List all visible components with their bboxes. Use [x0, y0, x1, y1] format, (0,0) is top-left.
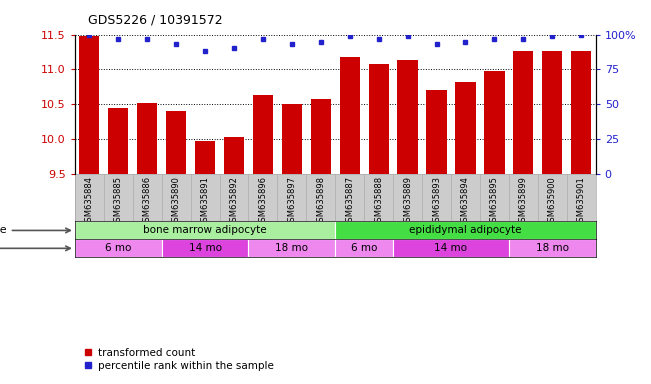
- Text: GSM635885: GSM635885: [114, 176, 123, 227]
- Bar: [398, 60, 418, 174]
- Text: GSM635890: GSM635890: [172, 176, 180, 227]
- Text: GSM635884: GSM635884: [85, 176, 94, 227]
- Bar: [79, 36, 100, 174]
- Text: GDS5226 / 10391572: GDS5226 / 10391572: [88, 14, 223, 27]
- Text: age: age: [0, 243, 70, 253]
- Bar: [108, 108, 128, 174]
- Text: 14 mo: 14 mo: [434, 243, 467, 253]
- Bar: [311, 99, 331, 174]
- Text: GSM635888: GSM635888: [374, 176, 383, 227]
- Text: GSM635893: GSM635893: [432, 176, 441, 227]
- Text: GSM635894: GSM635894: [461, 176, 470, 227]
- Bar: [513, 51, 533, 174]
- Bar: [75, 222, 335, 239]
- Bar: [571, 51, 591, 174]
- Bar: [455, 82, 476, 174]
- Bar: [340, 57, 360, 174]
- Bar: [368, 64, 389, 174]
- Text: GSM635889: GSM635889: [403, 176, 412, 227]
- Bar: [253, 95, 273, 174]
- Bar: [166, 111, 186, 174]
- Text: epididymal adipocyte: epididymal adipocyte: [409, 225, 521, 235]
- Text: GSM635886: GSM635886: [143, 176, 152, 227]
- Text: GSM635887: GSM635887: [345, 176, 354, 227]
- Bar: [509, 239, 596, 257]
- Text: cell type: cell type: [0, 225, 70, 235]
- Text: 18 mo: 18 mo: [275, 243, 309, 253]
- Bar: [282, 104, 302, 174]
- Text: 6 mo: 6 mo: [351, 243, 378, 253]
- Text: GSM635895: GSM635895: [490, 176, 499, 227]
- Text: 18 mo: 18 mo: [536, 243, 569, 253]
- Text: GSM635898: GSM635898: [316, 176, 326, 227]
- Bar: [426, 90, 447, 174]
- Legend: transformed count, percentile rank within the sample: transformed count, percentile rank withi…: [80, 344, 278, 375]
- Text: GSM635901: GSM635901: [577, 176, 586, 227]
- Bar: [393, 239, 509, 257]
- Bar: [137, 103, 158, 174]
- Text: 6 mo: 6 mo: [105, 243, 132, 253]
- Bar: [249, 239, 335, 257]
- Text: GSM635896: GSM635896: [258, 176, 268, 227]
- Text: GSM635899: GSM635899: [519, 176, 528, 227]
- Bar: [484, 71, 505, 174]
- Text: GSM635900: GSM635900: [547, 176, 557, 227]
- Bar: [161, 239, 249, 257]
- Bar: [542, 51, 562, 174]
- Text: GSM635891: GSM635891: [201, 176, 210, 227]
- Bar: [335, 239, 393, 257]
- Bar: [335, 222, 596, 239]
- Bar: [75, 239, 161, 257]
- Bar: [195, 141, 215, 174]
- Text: GSM635897: GSM635897: [287, 176, 296, 227]
- Bar: [224, 137, 244, 174]
- Text: bone marrow adipocyte: bone marrow adipocyte: [143, 225, 267, 235]
- Text: GSM635892: GSM635892: [230, 176, 238, 227]
- Text: 14 mo: 14 mo: [189, 243, 221, 253]
